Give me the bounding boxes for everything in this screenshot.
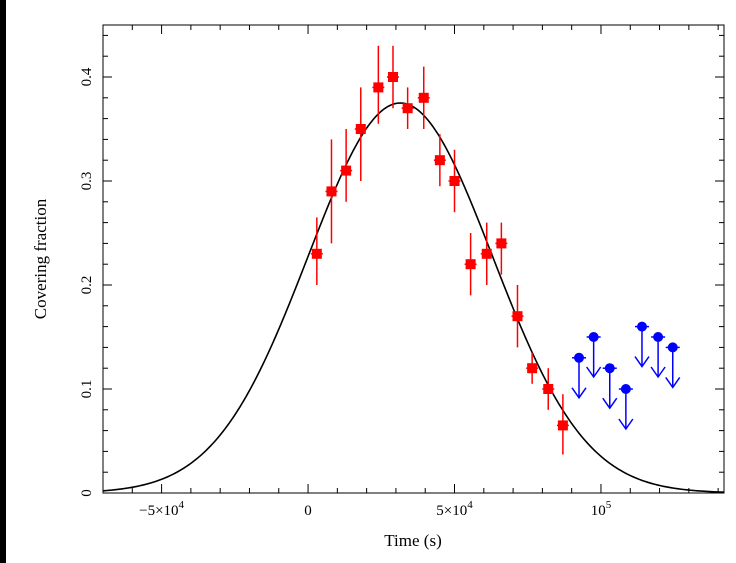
down-arrow-icon: [571, 387, 587, 400]
square-marker: [527, 363, 538, 374]
square-marker: [326, 186, 337, 197]
data-point: [401, 87, 414, 129]
covering-fraction-chart: 0 0.1 0.2 0.3 0.4 −5×104 0 5×104 105 Time (s) Co…: [31, 24, 725, 550]
down-arrow-icon: [602, 397, 618, 410]
data-point: [464, 233, 477, 296]
data-point: [354, 87, 367, 181]
x-tick-label: −5×104: [139, 499, 184, 519]
chart-frame: 0 0.1 0.2 0.3 0.4 −5×104 0 5×104 105 Time (s) Co…: [6, 0, 736, 563]
square-marker: [387, 72, 398, 82]
data-point: [433, 134, 446, 187]
down-arrow-icon: [586, 366, 602, 379]
x-axis-title: Time (s): [384, 531, 441, 550]
down-arrow-icon: [665, 376, 681, 389]
plot-area: [102, 24, 725, 494]
upper-limit: [602, 363, 618, 410]
upper-limit: [571, 352, 587, 400]
square-marker: [512, 311, 523, 322]
square-marker: [449, 176, 460, 186]
circle-marker: [620, 384, 631, 394]
data-point: [448, 149, 461, 213]
model-layer: [102, 102, 725, 493]
data-point: [325, 139, 338, 244]
x-tick-label: 5×104: [436, 499, 473, 519]
circle-marker: [588, 332, 599, 342]
square-marker: [481, 248, 492, 259]
y-tick-label: 0.2: [79, 276, 95, 295]
x-tick-exponent: 4: [467, 499, 473, 511]
upper-limit: [618, 384, 634, 431]
data-point: [511, 285, 524, 348]
y-axis-title: Covering fraction: [31, 198, 50, 319]
circle-marker: [667, 342, 678, 353]
down-arrow-icon: [634, 356, 650, 368]
x-tick-exponent: 4: [179, 499, 185, 511]
y-tick-label: 0.3: [79, 172, 95, 191]
circle-marker: [653, 332, 664, 342]
y-tick-label: 0.1: [79, 380, 95, 399]
square-marker: [465, 259, 476, 270]
points-layer: [310, 45, 569, 455]
upper-limit: [586, 332, 602, 379]
x-tick-label: 0: [304, 503, 312, 519]
square-marker: [543, 384, 554, 394]
data-point: [526, 352, 539, 384]
square-marker: [373, 82, 384, 93]
y-tick-label: 0: [79, 489, 95, 497]
y-tick-label: 0.4: [79, 67, 95, 86]
upper-limit: [665, 342, 681, 389]
axis-ticks: 0 0.1 0.2 0.3 0.4 −5×104 0 5×104 105: [79, 25, 724, 519]
x-tick-exponent: 5: [606, 499, 612, 511]
data-point: [417, 66, 430, 129]
circle-marker: [636, 321, 647, 332]
circle-marker: [604, 363, 615, 374]
down-arrow-icon: [618, 418, 634, 431]
data-point: [495, 222, 508, 275]
down-arrow-icon: [650, 366, 666, 379]
data-point: [372, 45, 385, 124]
square-marker: [402, 103, 413, 114]
data-point: [480, 222, 493, 285]
data-point: [556, 394, 569, 455]
circle-marker: [574, 352, 585, 363]
square-marker: [418, 92, 429, 103]
square-marker: [355, 124, 366, 134]
upper-limit: [634, 321, 650, 368]
upper-limit: [650, 332, 666, 379]
square-marker: [496, 238, 507, 249]
data-point: [310, 217, 323, 285]
limits-layer: [571, 321, 681, 431]
data-point: [386, 45, 399, 109]
data-point: [542, 368, 555, 410]
x-tick-label: 105: [591, 499, 612, 519]
square-marker: [311, 248, 322, 259]
square-marker: [341, 165, 352, 176]
square-marker: [434, 155, 445, 166]
data-point: [340, 129, 353, 202]
model-curve: [102, 102, 725, 493]
square-marker: [557, 420, 568, 431]
